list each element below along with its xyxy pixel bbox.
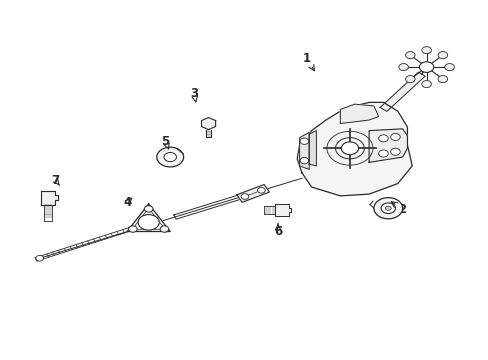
Circle shape <box>157 147 183 167</box>
Text: 7: 7 <box>51 174 59 186</box>
Polygon shape <box>275 204 291 216</box>
Circle shape <box>300 157 308 164</box>
Polygon shape <box>340 104 378 123</box>
Circle shape <box>138 215 159 230</box>
Polygon shape <box>173 192 250 219</box>
Text: 6: 6 <box>273 225 282 238</box>
Circle shape <box>373 198 402 219</box>
Polygon shape <box>127 204 170 231</box>
Text: 2: 2 <box>398 203 406 216</box>
Circle shape <box>36 255 43 261</box>
Circle shape <box>421 47 430 54</box>
Polygon shape <box>299 132 308 170</box>
Text: 1: 1 <box>302 52 310 65</box>
Circle shape <box>385 206 390 210</box>
Circle shape <box>128 226 137 232</box>
Polygon shape <box>236 185 269 202</box>
Polygon shape <box>379 72 424 112</box>
Polygon shape <box>297 102 411 196</box>
Circle shape <box>444 64 453 71</box>
Text: 4: 4 <box>122 197 131 210</box>
Circle shape <box>405 51 414 59</box>
Text: 3: 3 <box>190 87 198 100</box>
Circle shape <box>257 188 264 193</box>
Polygon shape <box>308 131 316 166</box>
Polygon shape <box>201 118 215 130</box>
Circle shape <box>419 62 433 72</box>
Circle shape <box>437 76 447 82</box>
Circle shape <box>378 150 387 157</box>
Circle shape <box>437 51 447 59</box>
Polygon shape <box>41 190 58 205</box>
Circle shape <box>398 64 407 71</box>
Polygon shape <box>368 129 407 162</box>
Circle shape <box>300 138 308 144</box>
Circle shape <box>160 226 168 232</box>
Circle shape <box>380 203 395 213</box>
Circle shape <box>390 148 399 155</box>
Circle shape <box>144 206 153 212</box>
Text: 5: 5 <box>161 135 169 148</box>
Circle shape <box>241 194 248 199</box>
Circle shape <box>341 142 358 154</box>
Circle shape <box>405 76 414 82</box>
Circle shape <box>390 134 399 140</box>
Circle shape <box>378 135 387 142</box>
Circle shape <box>163 153 176 162</box>
Circle shape <box>421 81 430 87</box>
